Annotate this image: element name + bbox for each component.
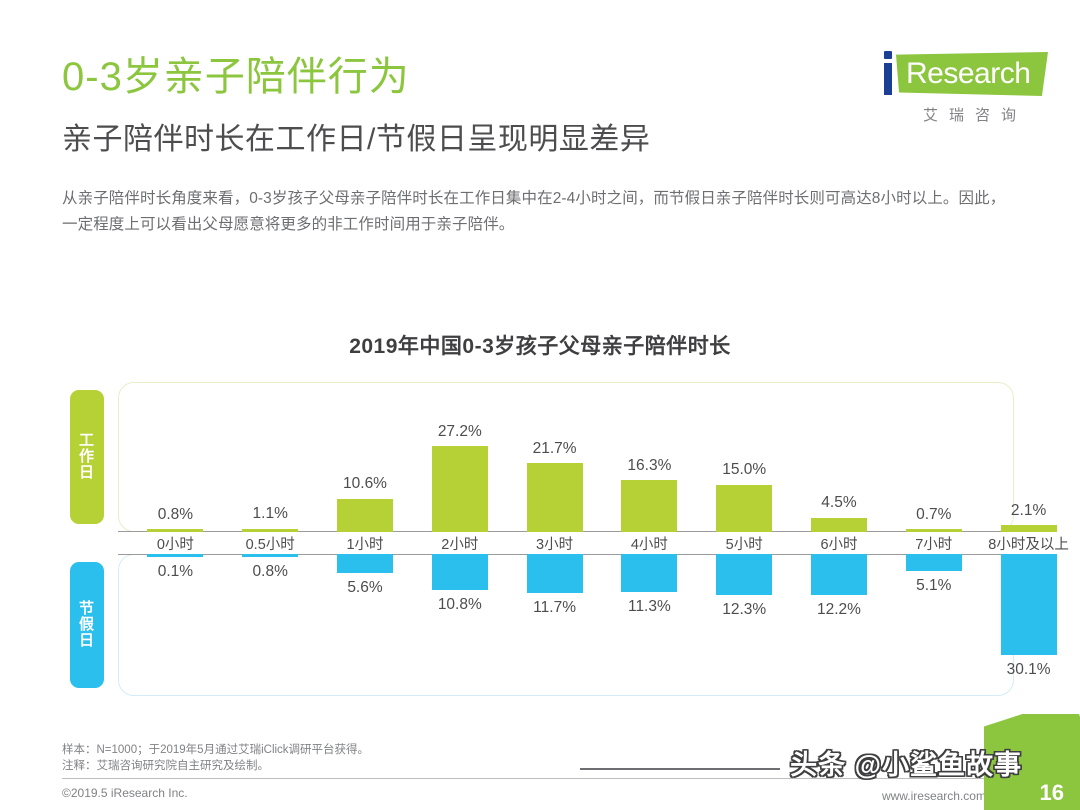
bar-value-label: 11.7%	[533, 599, 576, 617]
bar-column-weekday: 1.1%	[223, 382, 318, 532]
category-label: 7小时	[915, 536, 953, 553]
bar-column-holiday: 11.3%	[602, 554, 697, 696]
bar-value-label: 2.1%	[1010, 501, 1047, 519]
bar-value-label: 0.8%	[157, 505, 194, 523]
category-label: 1小时	[346, 536, 384, 553]
footnotes: 样本：N=1000；于2019年5月通过艾瑞iClick调研平台获得。 注释：艾…	[62, 742, 369, 774]
bar-weekday	[810, 517, 867, 532]
bar-weekday	[905, 529, 962, 532]
footer-divider	[62, 778, 1014, 779]
summary-paragraph: 从亲子陪伴时长角度来看，0-3岁孩子父母亲子陪伴时长在工作日集中在2-4小时之间…	[62, 190, 1006, 233]
website-url: www.iresearch.com.cn	[881, 789, 1002, 803]
watermark-rule	[580, 768, 780, 770]
bar-value-label: 21.7%	[532, 439, 577, 457]
bar-weekday	[147, 529, 204, 532]
bar-value-label: 12.3%	[722, 601, 767, 619]
bar-column-holiday: 12.3%	[697, 554, 792, 696]
bar-column-weekday: 27.2%	[412, 382, 507, 532]
logo-i-dot-icon	[884, 51, 892, 59]
bar-value-label: 10.8%	[437, 596, 482, 614]
category-label: 4小时	[630, 536, 668, 553]
page-subtitle: 亲子陪伴时长在工作日/节假日呈现明显差异	[62, 123, 651, 156]
bar-column-holiday: 10.8%	[412, 554, 507, 696]
bar-holiday	[526, 554, 583, 594]
bar-weekday	[621, 480, 678, 532]
bar-weekday	[242, 528, 299, 532]
bar-column-weekday: 0.7%	[886, 382, 981, 532]
footnote-sample: 样本：N=1000；于2019年5月通过艾瑞iClick调研平台获得。	[62, 744, 370, 756]
bar-column-holiday: 30.1%	[981, 554, 1076, 696]
category-label: 3小时	[536, 536, 574, 553]
category-label: 8小时及以上	[988, 536, 1069, 553]
category-axis: 0小时 0.5小时 1小时 2小时 3小时 4小时 5小时 6小时 7小时 8小时及以上	[128, 532, 1076, 554]
logo-green-slab-icon	[896, 52, 1048, 96]
bar-weekday	[431, 446, 488, 532]
bar-holiday	[336, 554, 393, 573]
bar-column-holiday: 11.7%	[507, 554, 602, 696]
bar-weekday	[526, 463, 583, 532]
bar-holiday	[810, 554, 867, 595]
iresearch-logo: Research 艾瑞咨询	[862, 48, 1058, 132]
bar-column-holiday: 0.1%	[128, 554, 223, 696]
bar-value-label: 5.1%	[916, 577, 952, 595]
category-label: 0小时	[156, 536, 194, 553]
category-label: 0.5小时	[245, 536, 295, 553]
bar-group-holiday: 0.1% 0.8% 5.6% 10.8% 11.7% 11.3% 12.3% 12.2% 5.1…	[128, 554, 1076, 696]
series-tab-holiday-label: 节假日	[79, 600, 97, 649]
bar-column-holiday: 5.6%	[318, 554, 413, 696]
bar-weekday	[336, 498, 393, 532]
chart-area: 工作日 节假日 0.8% 1.1% 10.6% 27.2% 21.7% 16.3% 15.0…	[70, 382, 1069, 696]
copyright-text: ©2019.5 iResearch Inc.	[62, 786, 188, 800]
category-label: 6小时	[820, 536, 858, 553]
watermark-text: 头条 @小鲨鱼故事	[790, 750, 1022, 780]
bar-weekday	[716, 484, 773, 532]
bar-value-label: 10.6%	[343, 475, 387, 492]
bar-holiday	[1000, 554, 1057, 655]
bar-value-label: 0.1%	[157, 563, 194, 580]
footnote-source: 注释：艾瑞咨询研究院自主研究及绘制。	[62, 760, 269, 772]
series-tab-weekday-label: 工作日	[79, 432, 97, 481]
bar-column-holiday: 0.8%	[223, 554, 318, 696]
bar-weekday	[1000, 525, 1057, 532]
bar-column-holiday: 5.1%	[886, 554, 981, 696]
series-tab-holiday: 节假日	[70, 562, 104, 688]
bar-value-label: 0.8%	[252, 563, 288, 580]
logo-i-stem-icon	[884, 63, 892, 95]
logo-chinese-name: 艾瑞咨询	[922, 107, 1027, 124]
bar-column-weekday: 15.0%	[697, 382, 792, 532]
chart-title: 2019年中国0-3岁孩子父母亲子陪伴时长	[349, 335, 731, 358]
bar-holiday	[716, 554, 773, 596]
bar-holiday	[621, 554, 678, 592]
bar-column-holiday: 12.2%	[792, 554, 887, 696]
bar-column-weekday: 2.1%	[981, 382, 1076, 532]
bar-value-label: 1.1%	[252, 505, 288, 523]
bar-value-label: 12.2%	[817, 600, 861, 618]
bar-column-weekday: 16.3%	[602, 382, 697, 532]
bar-column-weekday: 21.7%	[507, 382, 602, 532]
bar-value-label: 0.7%	[916, 505, 952, 523]
category-label: 5小时	[725, 536, 763, 553]
bar-value-label: 5.6%	[347, 578, 383, 596]
bar-holiday	[242, 554, 299, 557]
bar-holiday	[147, 554, 204, 557]
page-title: 0-3岁亲子陪伴行为	[62, 55, 410, 99]
bar-value-label: 15.0%	[722, 461, 767, 479]
bar-value-label: 27.2%	[437, 422, 482, 440]
bar-holiday	[431, 554, 488, 591]
page-number: 16	[1039, 780, 1064, 805]
logo-mark: Research	[862, 48, 1058, 100]
bar-value-label: 11.3%	[627, 597, 671, 615]
bar-holiday	[905, 554, 962, 572]
bar-column-weekday: 10.6%	[318, 382, 413, 532]
series-tab-weekday: 工作日	[70, 390, 104, 524]
bar-value-label: 16.3%	[627, 456, 672, 474]
bar-column-weekday: 0.8%	[128, 382, 223, 532]
logo-wordmark: Research	[906, 57, 1031, 90]
bar-column-weekday: 4.5%	[792, 382, 887, 532]
bar-value-label: 4.5%	[821, 494, 857, 512]
bar-value-label: 30.1%	[1006, 660, 1051, 678]
category-label: 2小时	[441, 536, 479, 553]
bar-group-weekday: 0.8% 1.1% 10.6% 27.2% 21.7% 16.3% 15.0% 4.5% 0.7…	[128, 382, 1076, 532]
